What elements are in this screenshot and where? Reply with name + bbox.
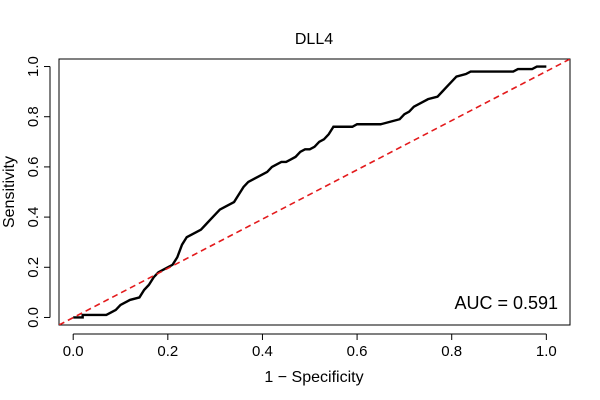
plot-area [59,59,570,325]
y-axis: 0.0 0.2 0.4 0.6 0.8 1.0 [25,56,51,328]
y-tick-label: 0.0 [25,307,42,328]
auc-annotation: AUC = 0.591 [454,293,558,313]
chart-title: DLL4 [295,31,333,48]
plot-frame [58,58,571,326]
y-tick-label: 0.4 [25,207,42,228]
y-tick-label: 0.2 [25,257,42,278]
reference-diagonal-line [59,59,570,325]
y-axis-label: Sensitivity [1,156,18,228]
x-tick-label: 0.0 [63,343,84,360]
y-tick-label: 0.6 [25,156,42,177]
roc-curve-line [73,65,547,319]
x-tick-label: 0.6 [347,343,368,360]
x-tick-label: 0.4 [252,343,273,360]
x-axis-label: 1 − Specificity [264,369,363,386]
y-tick-label: 0.8 [25,106,42,127]
x-tick-label: 0.2 [157,343,178,360]
x-tick-label: 1.0 [536,343,557,360]
x-tick-label: 0.8 [441,343,462,360]
y-tick-label: 1.0 [25,56,42,77]
x-axis: 0.0 0.2 0.4 0.6 0.8 1.0 [63,333,557,360]
